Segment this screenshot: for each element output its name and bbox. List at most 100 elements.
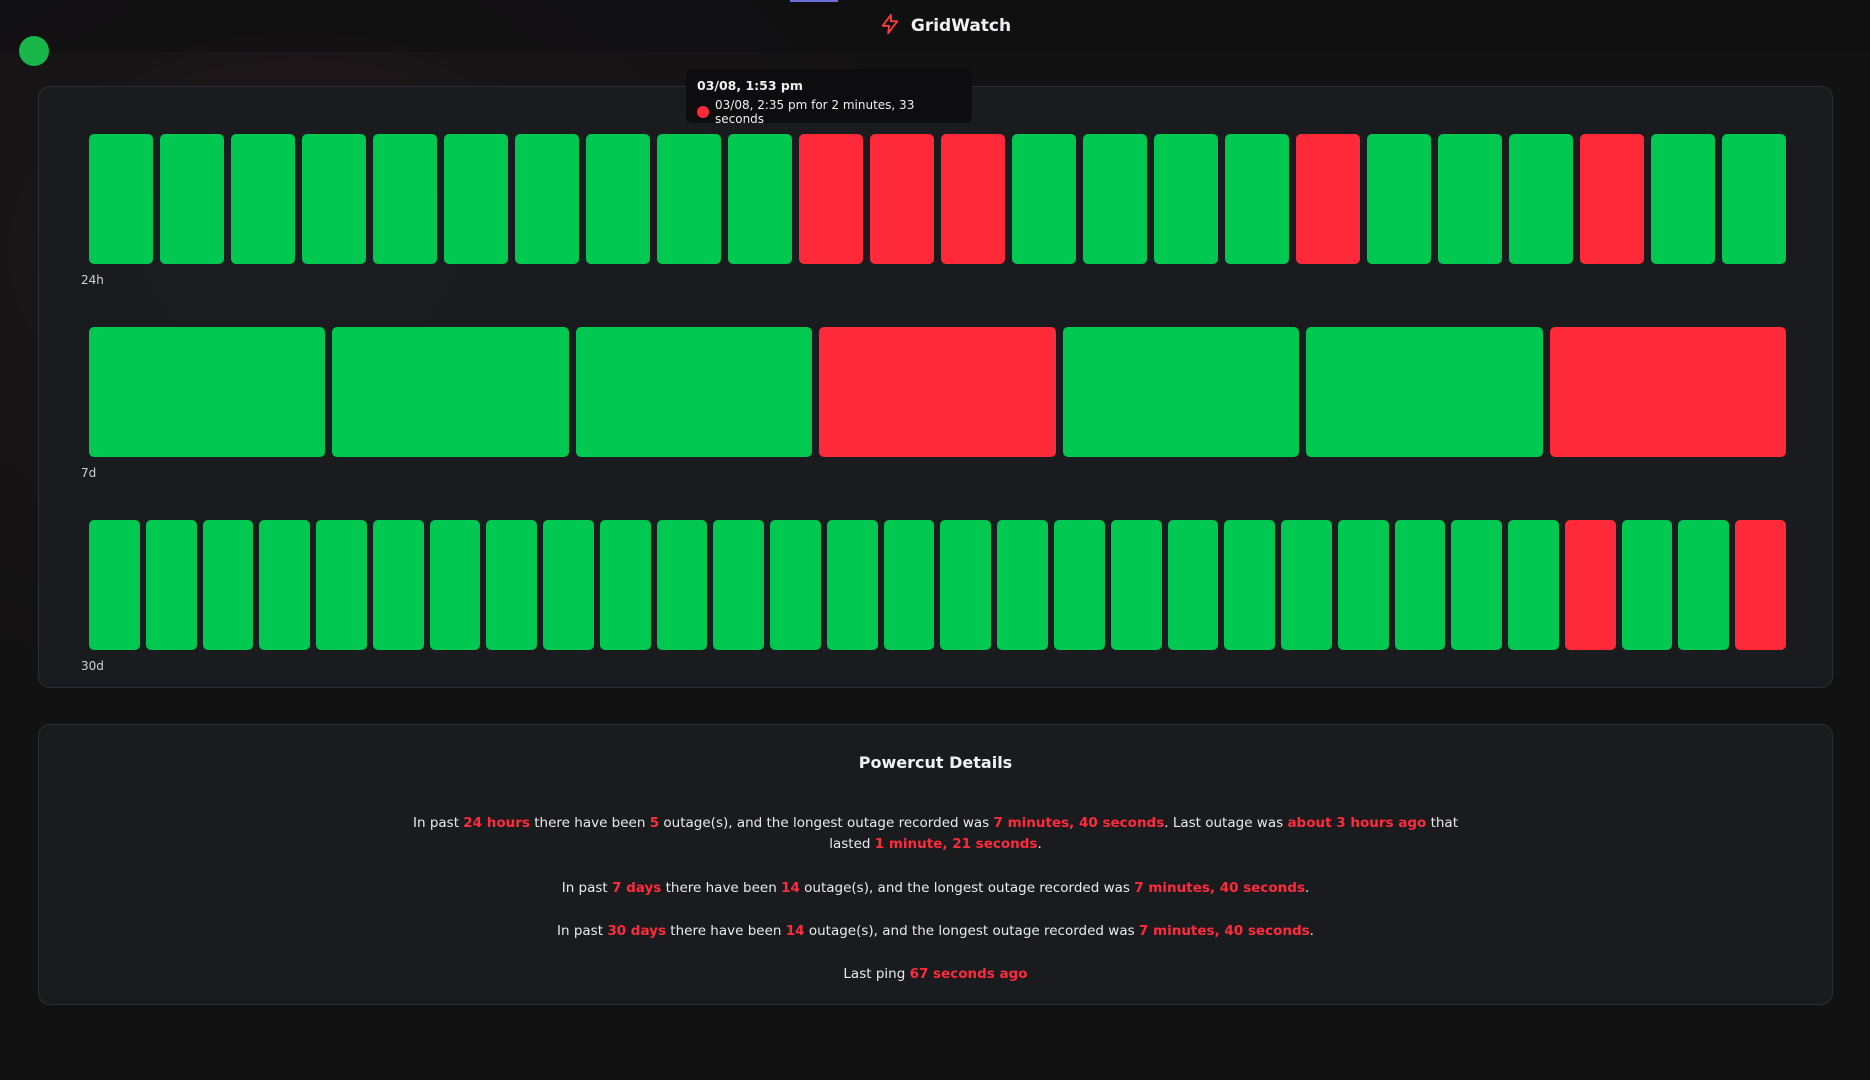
timeline-bar-up[interactable] xyxy=(1509,134,1573,264)
tooltip-entry: 03/08, 2:35 pm for 2 minutes, 33 seconds xyxy=(697,98,961,126)
timeline-bar-up[interactable] xyxy=(1651,134,1715,264)
last-ping: Last ping 67 seconds ago xyxy=(391,964,1481,985)
timeline-24h xyxy=(89,134,1786,264)
last-outage-duration: 1 minute, 21 seconds xyxy=(874,836,1038,852)
timeline-label-7d: 7d xyxy=(81,466,97,480)
timeline-bar-up[interactable] xyxy=(728,134,792,264)
timeline-bar-up[interactable] xyxy=(997,520,1049,650)
timeline-bar-up[interactable] xyxy=(826,520,878,650)
timeline-bar-up[interactable] xyxy=(1394,520,1446,650)
timeline-bar-up[interactable] xyxy=(770,520,821,650)
text: outage(s), and the longest outage record… xyxy=(804,923,1139,939)
timeline-bar-up[interactable] xyxy=(713,520,765,650)
details-title: Powercut Details xyxy=(858,753,1013,772)
powercut-details-card: Powercut Details In past 24 hours there … xyxy=(38,724,1833,1005)
timeline-bar-down[interactable] xyxy=(1549,327,1786,457)
timeline-bar-up[interactable] xyxy=(1451,520,1503,650)
timeline-bar-up[interactable] xyxy=(372,520,424,650)
text: . xyxy=(1309,923,1314,939)
timeline-bar-up[interactable] xyxy=(586,134,650,264)
timeline-bar-up[interactable] xyxy=(1062,327,1300,457)
status-indicator xyxy=(19,36,49,66)
timeline-bar-up[interactable] xyxy=(656,520,708,650)
timeline-bar-up[interactable] xyxy=(1167,520,1219,650)
timeline-bar-up[interactable] xyxy=(316,520,367,650)
timeline-bar-down[interactable] xyxy=(1735,520,1786,650)
timeline-30d xyxy=(89,520,1786,650)
timeline-bar-up[interactable] xyxy=(599,520,651,650)
text: . xyxy=(1037,836,1042,852)
timeline-bar-up[interactable] xyxy=(1678,520,1730,650)
timeline-bar-up[interactable] xyxy=(1337,520,1389,650)
timeline-bar-up[interactable] xyxy=(1306,327,1543,457)
timeline-bar-up[interactable] xyxy=(1225,134,1289,264)
timeline-bar-up[interactable] xyxy=(145,520,197,650)
last-outage-ago: about 3 hours ago xyxy=(1287,815,1427,831)
timeline-bar-up[interactable] xyxy=(1224,520,1276,650)
longest-outage-24h: 7 minutes, 40 seconds xyxy=(993,815,1165,831)
text: there have been xyxy=(529,815,650,831)
timeline-bar-up[interactable] xyxy=(1110,520,1162,650)
timeline-bar-up[interactable] xyxy=(1054,520,1105,650)
timeline-bar-up[interactable] xyxy=(332,327,569,457)
brand[interactable]: GridWatch xyxy=(879,13,1011,39)
timeline-bar-up[interactable] xyxy=(883,520,935,650)
timeline-label-24h: 24h xyxy=(81,273,104,287)
timeline-bar-up[interactable] xyxy=(657,134,721,264)
timeline-bar-up[interactable] xyxy=(515,134,579,264)
timeline-bar-up[interactable] xyxy=(1722,134,1786,264)
outage-tooltip: 03/08, 1:53 pm 03/08, 2:35 pm for 2 minu… xyxy=(686,69,972,126)
text: . Last outage was xyxy=(1164,815,1288,831)
timeline-bar-up[interactable] xyxy=(202,520,254,650)
longest-outage-30d: 7 minutes, 40 seconds xyxy=(1138,923,1310,939)
uptime-timeline-card: 24h 7d 30d xyxy=(38,86,1833,688)
timeline-bar-up[interactable] xyxy=(1083,134,1147,264)
timeline-bar-up[interactable] xyxy=(160,134,224,264)
tooltip-title: 03/08, 1:53 pm xyxy=(697,78,803,93)
text: . xyxy=(1304,880,1310,896)
timeline-bar-up[interactable] xyxy=(1438,134,1502,264)
timeline-bar-up[interactable] xyxy=(1154,134,1218,264)
timeline-bar-up[interactable] xyxy=(1281,520,1332,650)
timeline-bar-down[interactable] xyxy=(799,134,863,264)
text: outage(s), and the longest outage record… xyxy=(799,880,1135,896)
timeline-bar-up[interactable] xyxy=(1508,520,1559,650)
text: outage(s), and the longest outage record… xyxy=(659,815,994,831)
timeline-7d xyxy=(89,327,1786,457)
text: In past xyxy=(561,880,613,896)
timeline-bar-up[interactable] xyxy=(444,134,508,264)
timeline-bar-down[interactable] xyxy=(870,134,934,264)
period-30d: 30 days xyxy=(607,923,666,939)
timeline-bar-up[interactable] xyxy=(429,520,481,650)
timeline-bar-up[interactable] xyxy=(89,520,140,650)
timeline-bar-up[interactable] xyxy=(486,520,538,650)
text: there have been xyxy=(666,923,786,939)
last-ping-value: 67 seconds ago xyxy=(909,966,1028,982)
timeline-bar-up[interactable] xyxy=(1367,134,1431,264)
timeline-bar-up[interactable] xyxy=(89,134,153,264)
timeline-bar-up[interactable] xyxy=(1621,520,1673,650)
timeline-bar-up[interactable] xyxy=(259,520,311,650)
period-24h: 24 hours xyxy=(463,815,530,831)
timeline-bar-up[interactable] xyxy=(89,327,326,457)
tab-indicator xyxy=(790,0,838,2)
timeline-bar-down[interactable] xyxy=(1296,134,1360,264)
outage-count-7d: 14 xyxy=(781,880,800,896)
timeline-bar-down[interactable] xyxy=(941,134,1005,264)
timeline-bar-up[interactable] xyxy=(575,327,813,457)
timeline-bar-up[interactable] xyxy=(373,134,437,264)
timeline-bar-up[interactable] xyxy=(302,134,366,264)
timeline-bar-down[interactable] xyxy=(1580,134,1644,264)
timeline-bar-down[interactable] xyxy=(1564,520,1616,650)
summary-24h: In past 24 hours there have been 5 outag… xyxy=(391,813,1481,855)
timeline-bar-up[interactable] xyxy=(940,520,992,650)
timeline-bar-up[interactable] xyxy=(543,520,594,650)
longest-outage-7d: 7 minutes, 40 seconds xyxy=(1134,880,1305,896)
timeline-bar-down[interactable] xyxy=(819,327,1056,457)
summary-7d: In past 7 days there have been 14 outage… xyxy=(391,878,1481,899)
app-title: GridWatch xyxy=(910,16,1012,36)
timeline-bar-up[interactable] xyxy=(1012,134,1076,264)
period-7d: 7 days xyxy=(612,880,662,896)
summary-30d: In past 30 days there have been 14 outag… xyxy=(391,921,1481,942)
timeline-bar-up[interactable] xyxy=(231,134,295,264)
